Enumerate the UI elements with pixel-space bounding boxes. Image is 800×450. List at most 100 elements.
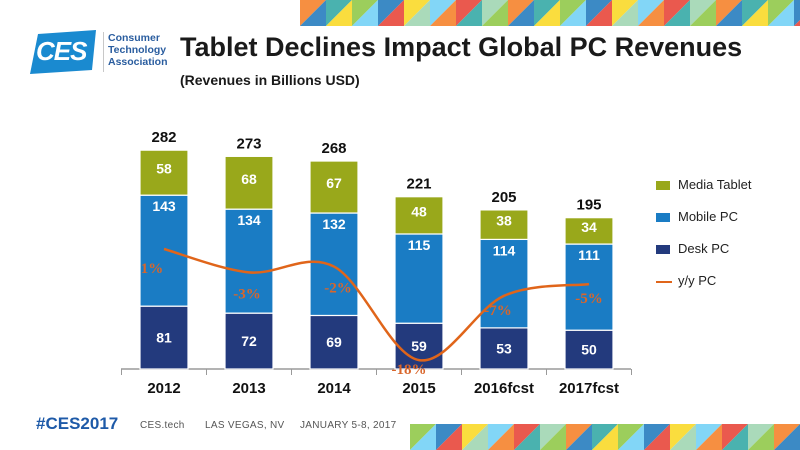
top-banner-triangle	[664, 0, 690, 26]
data-label-desk-pc: 59	[411, 338, 427, 354]
data-label-media-tablet: 38	[496, 213, 512, 229]
top-banner-triangle	[768, 0, 794, 26]
top-banner-triangle	[690, 0, 716, 26]
bar-mobile-pc	[309, 212, 359, 317]
cta-wordmark: Consumer Technology Association	[108, 32, 168, 68]
top-banner-triangle	[456, 0, 482, 26]
ces-logo: CES Consumer Technology Association	[30, 30, 180, 74]
total-label: 282	[151, 129, 176, 146]
x-tick-label: 2014	[317, 380, 351, 397]
legend-swatch-media-tablet	[656, 181, 670, 190]
bar-media-tablet	[394, 196, 444, 235]
x-tick-label: 2013	[232, 380, 265, 397]
top-banner-triangle	[794, 0, 800, 26]
bottom-banner-triangle	[670, 424, 696, 450]
top-banner-triangle	[534, 0, 560, 26]
data-label-desk-pc: 81	[156, 330, 172, 346]
top-banner-triangle	[794, 20, 800, 26]
total-label: 268	[321, 140, 346, 157]
yy-pc-label: -7%	[484, 303, 512, 319]
bottom-banner-triangle	[540, 424, 566, 450]
top-banner-triangle	[612, 0, 638, 26]
top-banner-triangle	[430, 0, 456, 26]
logo-divider	[103, 32, 104, 72]
legend-label-yy-pc: y/y PC	[678, 273, 717, 288]
bottom-banner-triangle	[696, 424, 722, 450]
data-label-media-tablet: 68	[241, 171, 257, 187]
x-tick-label: 2012	[147, 380, 180, 397]
total-label: 205	[491, 189, 516, 206]
footer-site: CES.tech	[140, 420, 185, 431]
data-label-mobile-pc: 132	[322, 216, 346, 232]
data-label-mobile-pc: 143	[152, 198, 176, 214]
bar-mobile-pc	[224, 208, 274, 314]
x-tick-label: 2016fcst	[474, 380, 534, 397]
bar-desk-pc	[564, 329, 614, 370]
ces-logo-badge	[30, 30, 96, 74]
bar-mobile-pc	[564, 243, 614, 331]
bottom-banner-triangle	[462, 424, 488, 450]
top-banner-triangle	[326, 0, 352, 26]
top-banner-triangle	[404, 0, 430, 26]
top-banner-triangle	[586, 0, 612, 26]
top-banner-triangle	[378, 0, 404, 26]
cta-line-1: Consumer	[108, 32, 160, 44]
bottom-banner-triangle	[514, 424, 540, 450]
data-label-media-tablet: 58	[156, 161, 172, 177]
bottom-banner-triangle	[774, 424, 800, 450]
bar-desk-pc	[139, 305, 189, 370]
bar-media-tablet	[139, 149, 189, 196]
yy-pc-label: -18%	[392, 362, 427, 378]
ces-logo-wordmark: CES	[36, 36, 87, 66]
bottom-banner-triangle	[410, 424, 436, 450]
legend-swatch-desk-pc	[656, 245, 670, 254]
data-label-mobile-pc: 111	[578, 247, 600, 263]
x-tick-label: 2017fcst	[559, 380, 619, 397]
cta-line-3: Association	[108, 56, 168, 68]
data-label-desk-pc: 72	[241, 333, 257, 349]
bottom-banner-triangle	[748, 424, 774, 450]
x-tick-label: 2015	[402, 380, 435, 397]
bar-media-tablet	[309, 160, 359, 214]
bar-mobile-pc	[479, 238, 529, 329]
footer-dates: JANUARY 5-8, 2017	[300, 420, 397, 431]
data-label-desk-pc: 50	[581, 342, 597, 358]
data-label-mobile-pc: 115	[408, 237, 431, 253]
data-label-mobile-pc: 134	[237, 212, 261, 228]
yy-pc-label: -5%	[575, 291, 603, 307]
bar-media-tablet	[479, 209, 529, 241]
legend-swatch-yy-pc	[656, 281, 672, 283]
data-label-desk-pc: 53	[496, 340, 512, 356]
bar-desk-pc	[479, 327, 529, 370]
bar-media-tablet	[564, 217, 614, 245]
bottom-banner-triangle	[722, 424, 748, 450]
data-label-desk-pc: 69	[326, 334, 342, 350]
yy-pc-label: 1%	[141, 261, 164, 277]
bottom-banner-triangle	[644, 424, 670, 450]
legend-label-mobile-pc: Mobile PC	[678, 209, 738, 224]
top-banner-triangle	[352, 0, 378, 26]
bar-desk-pc	[224, 312, 274, 370]
bottom-banner-triangle	[488, 424, 514, 450]
footer-hashtag: #CES2017	[36, 414, 119, 433]
top-banner-triangle	[638, 0, 664, 26]
yy-pc-label: -3%	[233, 286, 261, 302]
total-label: 195	[576, 197, 601, 214]
bottom-banner-triangle	[592, 424, 618, 450]
yy-pc-line	[163, 247, 590, 362]
cta-line-2: Technology	[108, 44, 167, 56]
total-label: 221	[406, 176, 431, 193]
bottom-banner-triangle	[436, 424, 462, 450]
footer-location: LAS VEGAS, NV	[205, 420, 285, 431]
legend-label-media-tablet: Media Tablet	[678, 177, 752, 192]
bar-mobile-pc	[139, 194, 189, 307]
total-label: 273	[236, 135, 261, 152]
top-banner-triangle	[300, 0, 326, 26]
top-banner-triangle	[560, 0, 586, 26]
top-banner-triangle	[482, 0, 508, 26]
data-label-media-tablet: 34	[581, 219, 597, 235]
yy-pc-label: -2%	[324, 281, 352, 297]
legend-swatch-mobile-pc	[656, 213, 670, 222]
